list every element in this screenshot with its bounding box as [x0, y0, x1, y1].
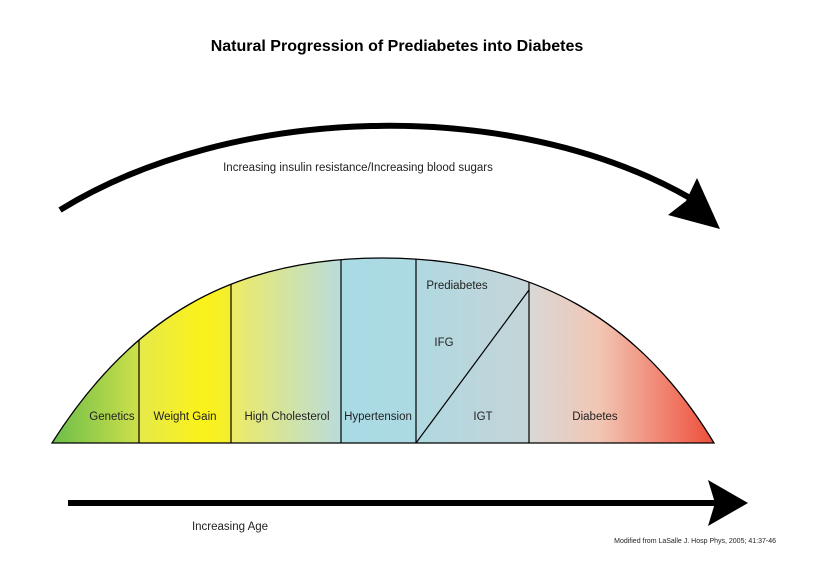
divider-diagonal — [415, 289, 530, 443]
label-genetics: Genetics — [89, 411, 135, 423]
label-weight-gain: Weight Gain — [153, 411, 216, 423]
arrowhead-icon — [708, 480, 748, 526]
dome-outline — [50, 257, 716, 444]
arrowhead-icon — [668, 178, 720, 229]
segment-hypertension — [341, 258, 416, 443]
label-high-cholesterol: High Cholesterol — [244, 411, 329, 423]
page-title: Natural Progression of Prediabetes into … — [211, 38, 584, 55]
label-ifg: IFG — [434, 337, 453, 349]
label-prediabetes: Prediabetes — [426, 280, 488, 292]
label-diabetes: Diabetes — [572, 411, 618, 423]
age-arrow — [68, 480, 748, 526]
segment-high-cholesterol — [231, 258, 341, 443]
label-igt: IGT — [473, 411, 492, 423]
top-arrow-label: Increasing insulin resistance/Increasing… — [223, 162, 493, 174]
segment-prediabetes — [416, 258, 529, 443]
label-hypertension: Hypertension — [344, 411, 412, 423]
citation: Modified from LaSalle J. Hosp Phys, 2005… — [614, 538, 776, 545]
insulin-resistance-arrow — [58, 122, 720, 229]
bottom-arrow-label: Increasing Age — [192, 521, 268, 533]
